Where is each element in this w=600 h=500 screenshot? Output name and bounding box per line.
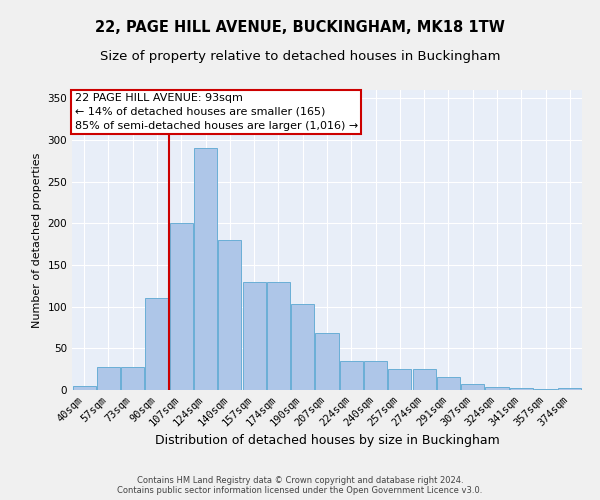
Text: Contains HM Land Registry data © Crown copyright and database right 2024.
Contai: Contains HM Land Registry data © Crown c… — [118, 476, 482, 495]
Bar — [121, 366, 144, 390]
Bar — [97, 366, 120, 390]
Bar — [340, 361, 363, 390]
Y-axis label: Number of detached properties: Number of detached properties — [32, 152, 42, 328]
Bar — [485, 386, 509, 390]
Bar — [413, 369, 436, 390]
Bar — [388, 369, 412, 390]
Bar — [73, 386, 95, 390]
Bar — [242, 282, 266, 390]
Bar — [316, 334, 338, 390]
Bar — [364, 361, 387, 390]
Bar — [267, 282, 290, 390]
Text: 22 PAGE HILL AVENUE: 93sqm
← 14% of detached houses are smaller (165)
85% of sem: 22 PAGE HILL AVENUE: 93sqm ← 14% of deta… — [74, 93, 358, 131]
Bar — [461, 384, 484, 390]
Bar — [145, 298, 169, 390]
Bar — [437, 376, 460, 390]
X-axis label: Distribution of detached houses by size in Buckingham: Distribution of detached houses by size … — [155, 434, 499, 447]
Bar — [218, 240, 241, 390]
Bar — [291, 304, 314, 390]
Bar — [559, 388, 581, 390]
Bar — [510, 388, 533, 390]
Text: Size of property relative to detached houses in Buckingham: Size of property relative to detached ho… — [100, 50, 500, 63]
Bar — [170, 224, 193, 390]
Text: 22, PAGE HILL AVENUE, BUCKINGHAM, MK18 1TW: 22, PAGE HILL AVENUE, BUCKINGHAM, MK18 1… — [95, 20, 505, 35]
Bar — [534, 389, 557, 390]
Bar — [194, 148, 217, 390]
